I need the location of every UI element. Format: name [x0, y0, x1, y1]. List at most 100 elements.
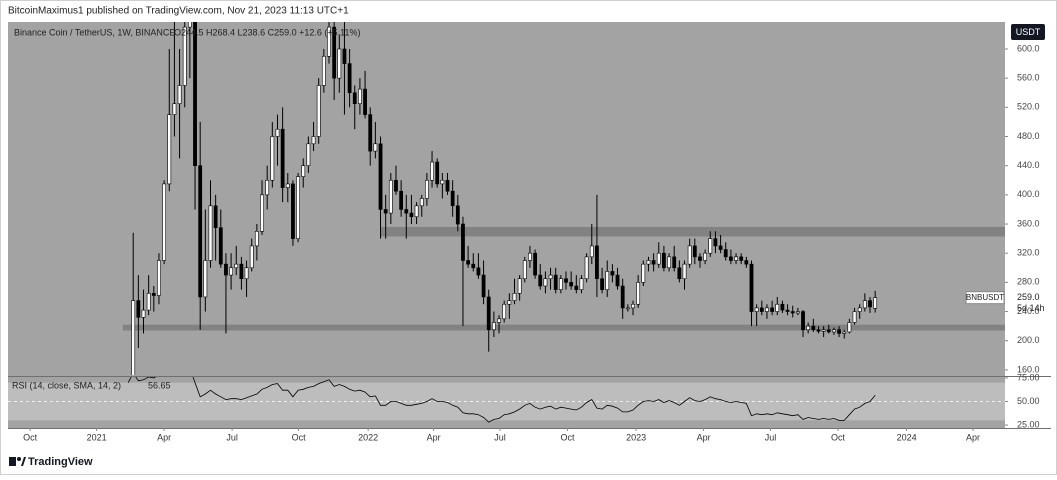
candle-body: [620, 285, 625, 309]
candle-body: [394, 179, 398, 192]
candle-body: [569, 282, 574, 287]
x-tick-label: Apr: [427, 432, 441, 442]
candle-body: [847, 322, 852, 333]
candle-body: [224, 263, 228, 276]
candle-body: [419, 198, 424, 207]
rsi-line: [127, 377, 876, 423]
rsi-y-tick-label: 75.00: [1017, 372, 1040, 382]
plot-background: [8, 22, 1005, 428]
candle-body: [352, 92, 357, 104]
candle-body: [806, 325, 811, 331]
candle-body: [631, 303, 635, 309]
candle-body: [481, 274, 486, 298]
candle-body: [450, 190, 455, 207]
candle-body: [605, 271, 610, 290]
candle-body: [723, 249, 728, 258]
candle-body: [321, 55, 326, 86]
candle-body: [615, 274, 620, 287]
candle-body: [424, 179, 429, 199]
rsi-y-tick-label: 25.00: [1017, 419, 1040, 429]
candle-body: [538, 274, 543, 287]
price-zone: [380, 226, 1005, 237]
candle-body: [388, 179, 393, 214]
candle-body: [311, 136, 316, 145]
candle-body: [759, 307, 764, 312]
candle-body: [471, 263, 476, 269]
candle-body: [373, 143, 378, 152]
candle-body: [497, 318, 501, 323]
candle-body: [306, 143, 311, 166]
candle-body: [698, 256, 702, 261]
candle-body: [558, 278, 563, 290]
y-tick-label: 240.0: [1017, 306, 1040, 316]
candle-body: [600, 278, 604, 290]
candle-body: [564, 278, 568, 283]
candle-body: [832, 329, 836, 333]
candle-body: [842, 331, 847, 334]
candle-body: [162, 183, 167, 261]
candle-body: [172, 103, 177, 115]
candle-body: [625, 307, 630, 310]
last-price-label: 259.0: [1017, 292, 1040, 302]
candle-body: [595, 245, 599, 280]
candle-body: [270, 136, 275, 181]
candle-body: [754, 307, 759, 312]
candle-body: [486, 296, 491, 331]
countdown-label: 5d 14h: [1017, 303, 1045, 313]
symbol-tag-label: BNBUSDT: [966, 293, 1004, 302]
x-tick-label: 2023: [626, 432, 646, 442]
candle-body: [811, 325, 816, 331]
candle-body: [687, 245, 692, 265]
candle-body: [775, 303, 780, 312]
y-tick-label: 560.0: [1017, 73, 1040, 83]
candle-body: [440, 179, 445, 185]
candle-body: [718, 245, 723, 250]
published-line: BitcoinMaximus1 published on TradingView…: [8, 6, 349, 17]
candle-body: [857, 307, 862, 312]
candle-body: [708, 238, 713, 254]
candle-body: [455, 205, 460, 225]
candle-body: [466, 260, 471, 265]
candle-body: [795, 311, 800, 314]
candle-body: [553, 274, 558, 290]
x-tick-label: 2021: [87, 432, 107, 442]
x-tick-label: Apr: [966, 432, 980, 442]
x-tick-label: Oct: [561, 432, 576, 442]
symbol-title: Binance Coin / TetherUS, 1W, BINANCE: [14, 27, 175, 37]
candle-body: [682, 263, 687, 280]
candle-body: [579, 278, 584, 290]
price-zone: [122, 324, 1005, 331]
candle-body: [461, 223, 465, 261]
candle-body: [404, 209, 409, 214]
y-tick-label: 480.0: [1017, 131, 1040, 141]
candle-body: [692, 245, 697, 258]
x-tick-label: Oct: [292, 432, 307, 442]
candle-body: [203, 260, 208, 298]
candle-body: [347, 63, 352, 94]
candle-body: [589, 245, 594, 258]
candle-body: [167, 114, 172, 185]
candle-body: [383, 209, 388, 214]
candle-body: [734, 256, 738, 261]
y-tick-label: 440.0: [1017, 160, 1040, 170]
candle-body: [280, 128, 285, 188]
candle-body: [667, 256, 671, 269]
candle-body: [507, 300, 512, 305]
x-tick-label: Jul: [494, 432, 506, 442]
currency-label: USDT: [1016, 27, 1041, 37]
rsi-y-tick-label: 50.00: [1017, 396, 1040, 406]
x-tick-label: Jul: [226, 432, 238, 442]
candle-body: [218, 227, 223, 265]
candle-body: [543, 278, 548, 287]
candle-body: [414, 205, 419, 218]
candle-body: [141, 309, 146, 318]
rsi-last: 56.65: [148, 380, 171, 390]
candle-body: [296, 176, 300, 239]
candle-body: [378, 143, 383, 210]
candle-body: [610, 271, 615, 276]
candle-body: [713, 238, 718, 247]
candle-body: [239, 263, 244, 280]
candle-body: [728, 256, 733, 261]
candle-body: [301, 165, 306, 177]
x-tick-label: Apr: [157, 432, 171, 442]
